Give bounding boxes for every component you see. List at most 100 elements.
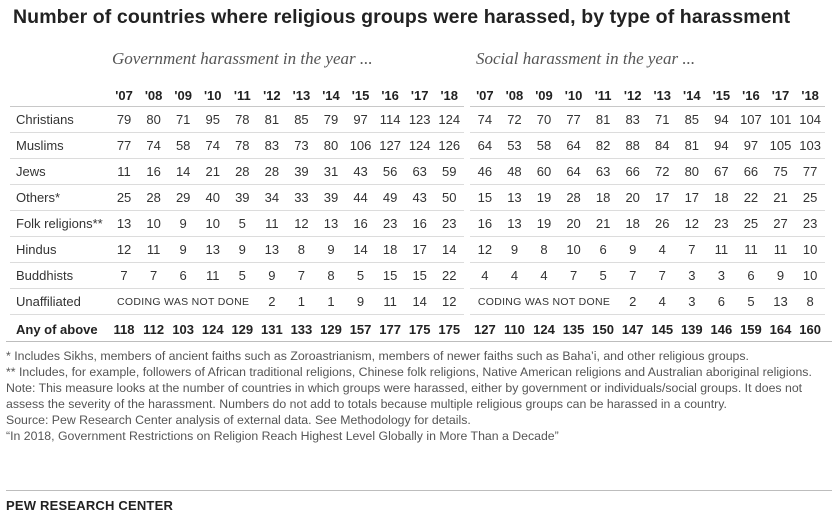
gov-value-cell: 114 [375, 106, 405, 133]
social-value-cell: 64 [558, 158, 589, 185]
social-value-cell: 5 [588, 262, 618, 289]
social-value-cell: 3 [706, 262, 737, 289]
footer-divider [6, 490, 832, 491]
gov-value-cell: 56 [375, 158, 405, 185]
gov-year-header: '17 [404, 84, 435, 107]
social-value-cell: 2 [617, 288, 648, 315]
gov-value-cell: 28 [138, 184, 169, 211]
gov-value-cell: 74 [197, 132, 228, 159]
gov-value-cell: 10 [138, 210, 169, 237]
social-year-header: '12 [617, 84, 648, 107]
social-value-cell: 7 [677, 236, 707, 263]
table-row: Others* 25 28 29 40 39 34 33 39 44 49 43 50 15 13 19 28 1… [10, 184, 825, 211]
gov-year-header: '10 [197, 84, 228, 107]
gov-value-cell: 39 [316, 184, 346, 211]
table-row: Christians 79 80 71 95 78 81 85 79 97 114 123 124 74 7… [10, 106, 825, 133]
row-label: Hindus [10, 236, 110, 263]
social-value-cell: 16 [470, 210, 500, 237]
row-label: Unaffiliated [10, 288, 110, 315]
gov-value-cell: 9 [168, 210, 198, 237]
report-title: “In 2018, Government Restrictions on Rel… [6, 429, 559, 443]
gov-value-cell: 95 [197, 106, 228, 133]
social-value-cell: 13 [499, 184, 530, 211]
gov-value-cell: 28 [257, 158, 287, 185]
gov-value-cell: 129 [320, 321, 342, 337]
social-value-cell: 110 [503, 321, 525, 337]
social-value-cell: 67 [706, 158, 737, 185]
gov-value-cell: 77 [109, 132, 139, 159]
footnote-folk: ** Includes, for example, followers of A… [6, 365, 812, 379]
social-value-cell: 4 [647, 288, 678, 315]
social-year-header: '15 [706, 84, 737, 107]
row-label: Christians [10, 106, 110, 133]
social-value-cell: 94 [706, 132, 737, 159]
social-year-header: '10 [558, 84, 589, 107]
social-value-cell: 147 [621, 321, 644, 337]
social-value-cell: 23 [706, 210, 737, 237]
gov-value-cell: 71 [168, 106, 198, 133]
gov-value-cell: 9 [227, 236, 258, 263]
gov-value-cell: 40 [197, 184, 228, 211]
gov-value-cell: 39 [286, 158, 317, 185]
coding-not-done-note: CODING WAS NOT DONE [109, 288, 258, 315]
social-value-cell: 72 [499, 106, 530, 133]
table-row: Unaffiliated CODING WAS NOT DONE 2 1 1 9 11 14 1… [10, 288, 825, 315]
gov-value-cell: 12 [434, 288, 465, 315]
gov-value-cell: 14 [434, 236, 465, 263]
social-value-cell: 13 [765, 288, 796, 315]
social-value-cell: 4 [499, 262, 530, 289]
social-value-cell: 26 [647, 210, 678, 237]
gov-value-cell: 11 [375, 288, 405, 315]
gov-value-cell: 11 [138, 236, 169, 263]
social-value-cell: 25 [795, 184, 825, 211]
gov-value-cell: 9 [168, 236, 198, 263]
gov-value-cell: 58 [168, 132, 198, 159]
social-year-header: '08 [499, 84, 530, 107]
gov-value-cell: 15 [375, 262, 405, 289]
total-row: Any of above 118 112 103 124 129 131 133 129 157 1… [10, 315, 825, 344]
gov-year-header: '14 [316, 84, 346, 107]
social-value-cell: 105 [765, 132, 796, 159]
social-value-cell: 145 [651, 321, 674, 337]
social-value-cell: 17 [677, 184, 707, 211]
social-value-cell: 75 [765, 158, 796, 185]
gov-year-header: '07 [109, 84, 139, 107]
social-value-cell: 5 [736, 288, 766, 315]
social-value-cell: 159 [740, 321, 762, 337]
social-year-header: '09 [529, 84, 559, 107]
gov-value-cell: 13 [109, 210, 139, 237]
gov-year-header: '18 [434, 84, 465, 107]
social-value-cell: 48 [499, 158, 530, 185]
gov-value-cell: 33 [286, 184, 317, 211]
social-value-cell: 71 [647, 106, 678, 133]
social-value-cell: 6 [706, 288, 737, 315]
social-value-cell: 4 [647, 236, 678, 263]
social-year-header: '13 [647, 84, 678, 107]
gov-value-cell: 97 [345, 106, 376, 133]
gov-value-cell: 13 [316, 210, 346, 237]
gov-value-cell: 81 [257, 106, 287, 133]
gov-year-header: '16 [375, 84, 405, 107]
gov-value-cell: 23 [375, 210, 405, 237]
social-value-cell: 20 [617, 184, 648, 211]
row-label: Any of above [16, 321, 98, 337]
social-value-cell: 80 [677, 158, 707, 185]
gov-value-cell: 14 [404, 288, 435, 315]
gov-year-header: '12 [257, 84, 287, 107]
social-value-cell: 81 [588, 106, 618, 133]
gov-value-cell: 5 [227, 262, 258, 289]
gov-value-cell: 118 [113, 321, 135, 337]
gov-value-cell: 131 [261, 321, 283, 337]
chart-title: Number of countries where religious grou… [13, 6, 791, 28]
social-value-cell: 6 [736, 262, 766, 289]
gov-value-cell: 29 [168, 184, 198, 211]
social-value-cell: 58 [529, 132, 559, 159]
social-value-cell: 22 [736, 184, 766, 211]
gov-value-cell: 73 [286, 132, 317, 159]
social-year-header: '07 [470, 84, 500, 107]
gov-value-cell: 123 [404, 106, 435, 133]
table-row: Muslims 77 74 58 74 78 83 73 80 106 127 124 126 64 53 5… [10, 132, 825, 159]
gov-value-cell: 12 [286, 210, 317, 237]
footnotes: * Includes Sikhs, members of ancient fai… [6, 348, 832, 444]
gov-value-cell: 13 [197, 236, 228, 263]
